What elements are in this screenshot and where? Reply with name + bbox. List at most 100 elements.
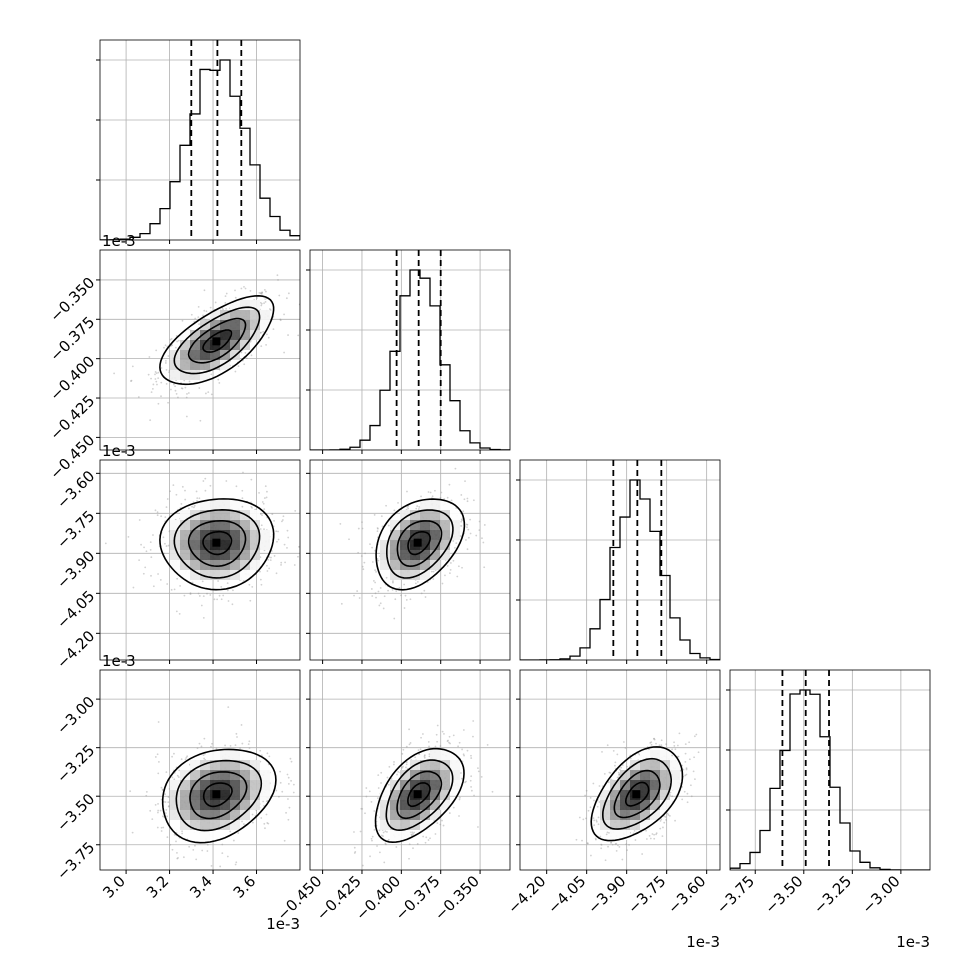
scatter-point <box>261 501 264 503</box>
scatter-point <box>170 344 173 347</box>
panel-frame <box>519 459 721 661</box>
scatter-point <box>195 858 198 861</box>
contour-line <box>173 508 261 579</box>
scatter-point <box>446 740 449 743</box>
scatter-point <box>614 761 617 764</box>
scatter-point <box>359 830 362 833</box>
scatter-point <box>197 316 200 319</box>
scatter-point <box>248 747 251 750</box>
scatter-point <box>186 393 188 395</box>
scatter-point <box>113 372 115 375</box>
scatter-point <box>475 534 478 537</box>
scatter-point <box>466 500 469 503</box>
density-cell <box>430 550 440 560</box>
scatter-point <box>232 589 234 592</box>
scatter-point <box>465 523 468 526</box>
scatter-point <box>209 306 212 309</box>
scatter-point <box>171 755 173 758</box>
density-cell <box>180 330 190 340</box>
scatter-point <box>186 755 189 758</box>
scatter-point <box>684 752 687 755</box>
scatter-point <box>160 367 163 369</box>
density-cell <box>410 530 420 540</box>
density-cell <box>170 810 180 820</box>
scatter-point <box>221 852 224 855</box>
scatter-point <box>439 745 442 747</box>
scatter-point <box>685 773 688 776</box>
scatter-point <box>391 588 394 591</box>
density-cell <box>170 520 180 530</box>
scatter-point <box>150 574 152 577</box>
scatter-point <box>385 576 388 579</box>
density-cell <box>380 550 390 560</box>
scatter-point <box>152 585 155 588</box>
scatter-point <box>469 532 472 535</box>
scatter-point <box>470 757 473 759</box>
panel-2-2 <box>516 459 721 664</box>
density-cell <box>440 510 450 520</box>
scatter-point <box>466 749 469 752</box>
scatter-point <box>281 519 284 521</box>
density-cell <box>240 800 250 810</box>
scatter-point <box>380 515 383 518</box>
density-cell <box>240 760 250 770</box>
scatter-point <box>273 555 276 557</box>
scatter-point <box>651 833 654 835</box>
scatter-point <box>157 721 160 723</box>
scatter-point <box>287 292 290 295</box>
y-tick-label: −3.25 <box>53 741 98 786</box>
density-cell <box>640 790 650 800</box>
scatter-point <box>165 368 168 371</box>
scatter-point <box>269 309 272 311</box>
scatter-point <box>420 736 422 739</box>
scatter-point <box>626 765 628 768</box>
scatter-point <box>293 564 296 566</box>
scatter-point <box>650 741 653 744</box>
density-cell <box>190 560 200 570</box>
density-cell <box>420 820 430 830</box>
scatter-point <box>611 843 614 846</box>
scatter-point <box>204 477 207 480</box>
contour-line <box>202 530 233 556</box>
scatter-point <box>590 854 592 857</box>
scatter-point <box>229 745 232 747</box>
scatter-point <box>662 826 664 829</box>
panel-frame <box>99 459 301 661</box>
scatter-point <box>420 592 423 595</box>
scatter-point <box>448 735 451 738</box>
scatter-point <box>660 818 663 821</box>
scatter-point <box>431 495 434 498</box>
density-cell <box>220 320 230 330</box>
scatter-point <box>263 302 265 305</box>
scatter-point <box>616 776 619 779</box>
scatter-point <box>160 395 162 398</box>
scatter-point <box>197 305 200 308</box>
density-cell <box>240 520 250 530</box>
density-cell <box>430 760 440 770</box>
scatter-point <box>249 599 252 602</box>
x-tick-label: −3.60 <box>664 872 709 917</box>
scatter-point <box>260 583 263 586</box>
scatter-point <box>165 545 168 547</box>
scatter-point <box>429 491 432 494</box>
density-cell <box>620 800 630 810</box>
scatter-point <box>357 527 360 530</box>
scatter-point <box>196 497 199 499</box>
scatter-point <box>275 530 278 533</box>
scatter-point <box>408 743 411 746</box>
density-cell <box>620 820 630 830</box>
contour-line <box>407 531 431 556</box>
scatter-point <box>660 744 663 747</box>
density-cell <box>440 750 450 760</box>
density-cell <box>430 780 440 790</box>
scatter-point <box>180 387 183 390</box>
scatter-point <box>240 351 243 354</box>
scatter-point <box>392 580 394 583</box>
scatter-point <box>434 745 437 748</box>
scatter-point <box>244 287 247 290</box>
scatter-point <box>218 382 221 384</box>
scatter-point <box>173 752 175 755</box>
histogram <box>100 59 300 240</box>
scatter-point <box>221 307 224 310</box>
density-cell <box>200 540 210 550</box>
